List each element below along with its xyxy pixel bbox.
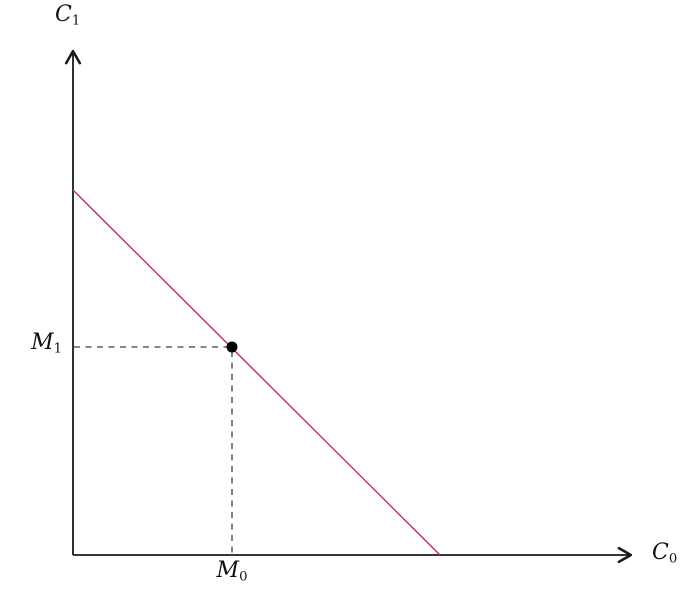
x-axis-label-sub: 0 [668, 551, 678, 567]
point-marker [226, 341, 238, 353]
point-x-value-sub: 0 [239, 569, 248, 585]
y-axis-label-sub: 1 [71, 13, 81, 29]
point-y-value-label: M1 [22, 330, 62, 357]
point-x-value-label: M0 [209, 558, 255, 585]
y-axis-label: C1 [55, 2, 81, 29]
y-axis-label-main: C [55, 2, 72, 27]
point-y-value-main: M [31, 330, 54, 355]
x-axis-label-main: C [652, 540, 669, 565]
budget-line [72, 189, 441, 556]
point-y-value-sub: 1 [53, 341, 62, 357]
x-axis-label: C0 [652, 540, 678, 567]
point-x-value-main: M [216, 558, 240, 583]
